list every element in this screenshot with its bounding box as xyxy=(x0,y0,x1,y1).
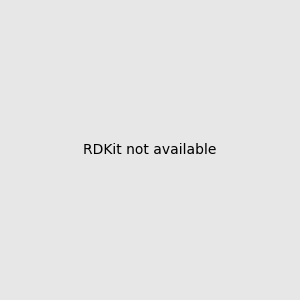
Text: RDKit not available: RDKit not available xyxy=(83,143,217,157)
